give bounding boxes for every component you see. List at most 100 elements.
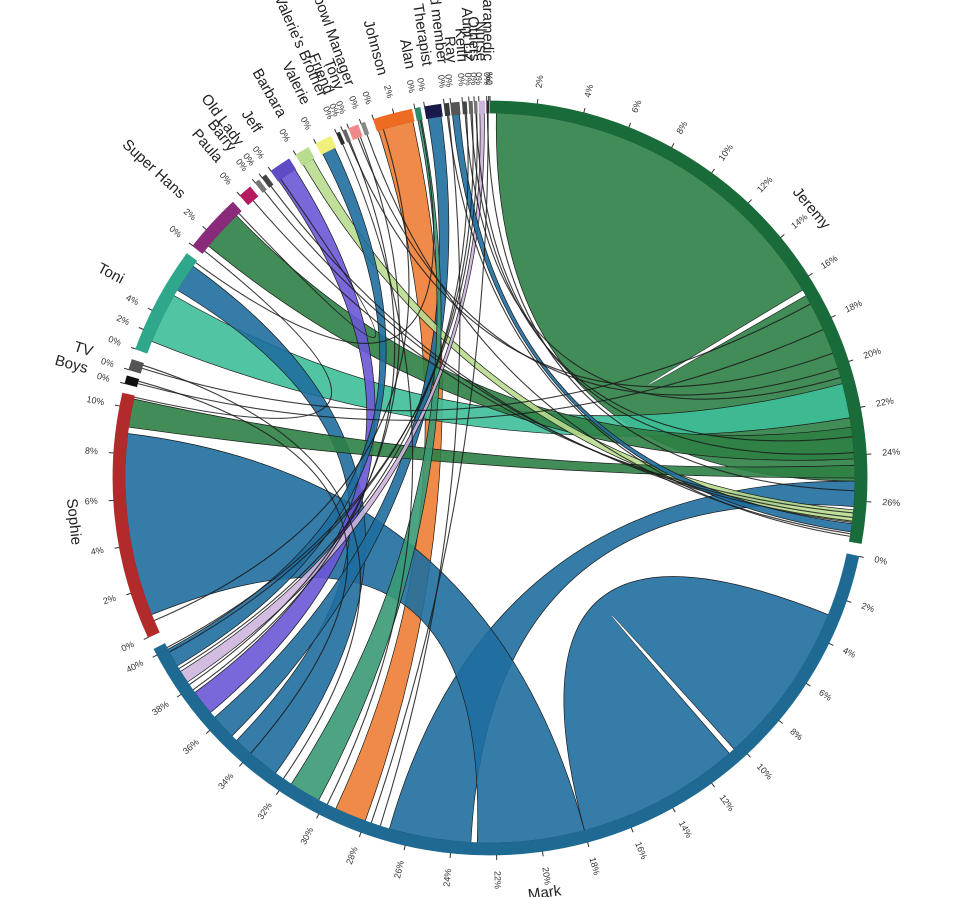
tick-label: 16% — [819, 253, 840, 271]
tick-label: 10% — [716, 142, 735, 162]
tick-label: 0% — [436, 74, 448, 88]
tick-mark — [828, 642, 834, 646]
arc-oldlady[interactable] — [261, 174, 274, 188]
tick-label: 0% — [405, 79, 417, 94]
arc-barbara[interactable] — [295, 147, 315, 166]
tick-mark — [123, 367, 130, 371]
thread-toni-alan[interactable] — [195, 119, 435, 344]
tick-mark — [358, 118, 362, 124]
arc-paula[interactable] — [239, 186, 259, 206]
tick-label: 24% — [882, 447, 901, 458]
tick-label: 8% — [788, 726, 804, 742]
arc-jeff[interactable] — [270, 158, 297, 182]
arc-bandmember[interactable] — [443, 102, 451, 117]
thread-mark-bandmember[interactable] — [379, 115, 461, 827]
arc-sophie[interactable] — [112, 392, 160, 638]
thread-mark-friend[interactable] — [192, 140, 396, 691]
arc-auntliz[interactable] — [468, 101, 474, 114]
tick-label: 0% — [167, 224, 183, 240]
tick-mark — [858, 555, 864, 558]
tick-label: 38% — [150, 699, 170, 718]
tick-mark — [346, 123, 350, 129]
tick-mark — [587, 842, 590, 848]
tick-mark — [126, 592, 132, 596]
group-label-auntliz: Aunt Liz — [458, 7, 478, 62]
tick-mark — [830, 314, 836, 318]
tick-mark — [176, 693, 182, 698]
group-label-ray: Ray — [441, 35, 460, 64]
thread-mark-keith[interactable] — [178, 113, 469, 670]
arc-lazerbowl[interactable] — [360, 121, 370, 136]
tick-label: 2% — [860, 601, 876, 615]
group-label-tv: TV — [72, 338, 95, 360]
thread-jeremy-tv[interactable] — [141, 303, 812, 412]
tick-label: 28% — [344, 845, 360, 865]
thread-mark-others[interactable] — [166, 113, 478, 649]
thread-jeremy-boys[interactable] — [137, 329, 824, 421]
arc-boys[interactable] — [124, 375, 140, 388]
thread-jeremy-paula[interactable] — [252, 200, 854, 514]
tick-label: 22% — [875, 395, 895, 408]
tick-mark — [292, 150, 297, 156]
tick-mark — [780, 234, 785, 239]
arc-alan[interactable] — [414, 107, 423, 121]
tick-label: 6% — [629, 98, 643, 114]
tick-label: %0 — [484, 72, 494, 85]
tick-mark — [340, 126, 344, 132]
arc-jeremy[interactable] — [489, 100, 868, 544]
thread-jeremy-friend[interactable] — [348, 141, 834, 388]
tick-mark — [114, 546, 120, 549]
arc-johnson[interactable] — [372, 108, 415, 132]
tick-label: 2% — [382, 84, 395, 99]
arc-barry[interactable] — [254, 179, 267, 193]
arc-nurse[interactable] — [478, 100, 486, 114]
tick-mark — [747, 199, 752, 204]
thread-sophie-superhans[interactable] — [133, 250, 332, 419]
thread-mark-valeriesbrother[interactable] — [326, 143, 414, 805]
tick-label: 16% — [633, 840, 649, 860]
arc-valeriesbrother[interactable] — [336, 131, 345, 146]
arc-friend[interactable] — [342, 129, 351, 143]
arc-others[interactable] — [473, 100, 478, 114]
thread-superhans-jeff[interactable] — [238, 178, 377, 339]
tick-label: 4% — [90, 545, 105, 557]
arc-toni[interactable] — [135, 253, 198, 354]
arc-mark[interactable] — [153, 553, 860, 856]
arc-paramedic[interactable] — [486, 100, 490, 114]
arc-ray[interactable] — [450, 101, 461, 116]
tick-label: 2% — [102, 593, 117, 607]
tick-label: 0% — [482, 72, 492, 85]
tick-mark — [808, 272, 813, 277]
tick-label: 0% — [874, 554, 889, 566]
group-label-nurse: Nurse — [472, 21, 490, 61]
arc-tv[interactable] — [128, 359, 144, 374]
thread-mark-tony[interactable] — [188, 136, 400, 686]
tick-label: 32% — [256, 801, 274, 822]
tick-label: 0% — [107, 334, 123, 348]
thread-jeremy-barry[interactable] — [263, 190, 853, 518]
arc-superhans[interactable] — [192, 201, 242, 254]
thread-jeremy-keith[interactable] — [464, 113, 842, 400]
tick-label: 18% — [587, 856, 601, 876]
tick-mark — [239, 762, 244, 767]
tick-label: 36% — [181, 737, 201, 756]
tick-mark — [413, 103, 416, 109]
thread-jeremy-oldlady[interactable] — [270, 185, 853, 522]
group-label-alan: Alan — [396, 38, 418, 71]
thread-mark-boys[interactable] — [137, 380, 349, 754]
tick-label: 0% — [443, 74, 454, 88]
tick-label: 0% — [100, 356, 115, 369]
arc-therapist[interactable] — [424, 103, 443, 120]
thread-jeremy-lazerbowl[interactable] — [366, 134, 851, 535]
thread-mark-paramedic[interactable] — [370, 113, 489, 824]
tick-mark — [120, 381, 126, 385]
thread-jeremy-tony[interactable] — [357, 137, 839, 396]
thread-sophie-johnson[interactable] — [153, 128, 410, 622]
thread-mark-tv[interactable] — [142, 364, 361, 780]
thread-jeremy-auntliz[interactable] — [470, 113, 853, 442]
thread-jeremy-paramedic[interactable] — [486, 113, 855, 492]
tick-label: 2% — [115, 313, 131, 327]
arc-tony[interactable] — [348, 124, 363, 141]
arc-keith[interactable] — [461, 101, 468, 115]
arc-valerie[interactable] — [315, 135, 337, 155]
